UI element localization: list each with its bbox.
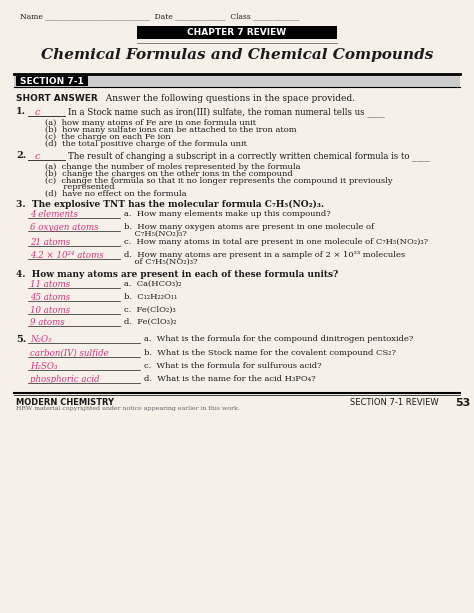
FancyBboxPatch shape [14, 74, 460, 87]
Text: MODERN CHEMISTRY: MODERN CHEMISTRY [16, 398, 114, 407]
Text: represented: represented [45, 183, 115, 191]
Text: d.  Fe(ClO₃)₂: d. Fe(ClO₃)₂ [124, 318, 176, 326]
Text: 4 elements: 4 elements [30, 210, 78, 219]
Text: (b)  change the charges on the other ions in the compound: (b) change the charges on the other ions… [45, 170, 293, 178]
Text: 4.2 × 10²⁴ atoms: 4.2 × 10²⁴ atoms [30, 251, 104, 260]
Text: 9 atoms: 9 atoms [30, 318, 64, 327]
Text: a.  How many elements make up this compound?: a. How many elements make up this compou… [124, 210, 331, 218]
Text: 3.  The explosive TNT has the molecular formula C₇H₅(NO₂)₃.: 3. The explosive TNT has the molecular f… [16, 200, 324, 209]
Text: CHAPTER 7 REVIEW: CHAPTER 7 REVIEW [187, 28, 287, 37]
Text: b.  C₁₂H₂₂O₁₁: b. C₁₂H₂₂O₁₁ [124, 293, 177, 301]
Text: c.  How many atoms in total are present in one molecule of C₇H₅(NO₂)₃?: c. How many atoms in total are present i… [124, 238, 428, 246]
Text: b.  How many oxygen atoms are present in one molecule of: b. How many oxygen atoms are present in … [124, 223, 374, 231]
Text: 5.: 5. [16, 335, 26, 344]
Text: Answer the following questions in the space provided.: Answer the following questions in the sp… [100, 94, 355, 103]
Text: Name ___________________________  Date _____________  Class ____________: Name ___________________________ Date __… [20, 12, 300, 20]
Text: (a)  how many atoms of Fe are in one formula unit: (a) how many atoms of Fe are in one form… [45, 119, 256, 127]
Text: a.  What is the formula for the compound dinitrogen pentoxide?: a. What is the formula for the compound … [144, 335, 413, 343]
Text: 21 atoms: 21 atoms [30, 238, 70, 247]
Text: 6 oxygen atoms: 6 oxygen atoms [30, 223, 99, 232]
Text: 45 atoms: 45 atoms [30, 293, 70, 302]
Text: carbon(IV) sulfide: carbon(IV) sulfide [30, 349, 109, 358]
FancyBboxPatch shape [137, 26, 337, 39]
Text: 10 atoms: 10 atoms [30, 306, 70, 315]
Text: (d)  have no effect on the formula: (d) have no effect on the formula [45, 190, 186, 198]
Text: H₂SO₃: H₂SO₃ [30, 362, 57, 371]
Text: (c)  change the formula so that it no longer represents the compound it previous: (c) change the formula so that it no lon… [45, 177, 392, 185]
Text: c: c [35, 152, 40, 161]
Text: phosphoric acid: phosphoric acid [30, 375, 100, 384]
Text: 53: 53 [455, 398, 470, 408]
Text: of C₇H₅(NO₂)₃?: of C₇H₅(NO₂)₃? [124, 258, 198, 266]
Text: The result of changing a subscript in a correctly written chemical formula is to: The result of changing a subscript in a … [68, 151, 430, 161]
Text: 11 atoms: 11 atoms [30, 280, 70, 289]
Text: b.  What is the Stock name for the covalent compound CS₂?: b. What is the Stock name for the covale… [144, 349, 396, 357]
Text: d.  What is the name for the acid H₃PO₄?: d. What is the name for the acid H₃PO₄? [144, 375, 316, 383]
Text: (c)  the charge on each Fe ion: (c) the charge on each Fe ion [45, 133, 171, 141]
Text: Chemical Formulas and Chemical Compounds: Chemical Formulas and Chemical Compounds [41, 48, 433, 62]
Text: c.  Fe(ClO₂)₃: c. Fe(ClO₂)₃ [124, 306, 176, 314]
Text: N₂O₅: N₂O₅ [30, 335, 52, 344]
Text: (b)  how many sulfate ions can be attached to the iron atom: (b) how many sulfate ions can be attache… [45, 126, 297, 134]
Text: 2.: 2. [16, 151, 26, 160]
Text: C₇H₅(NO₂)₃?: C₇H₅(NO₂)₃? [124, 230, 187, 238]
FancyBboxPatch shape [16, 75, 88, 85]
Text: SHORT ANSWER: SHORT ANSWER [16, 94, 98, 103]
Text: c.  What is the formula for sulfurous acid?: c. What is the formula for sulfurous aci… [144, 362, 322, 370]
Text: 1.: 1. [16, 107, 26, 116]
Text: HRW material copyrighted under notice appearing earlier in this work.: HRW material copyrighted under notice ap… [16, 406, 240, 411]
Text: SECTION 7-1 REVIEW: SECTION 7-1 REVIEW [350, 398, 438, 407]
Text: (a)  change the number of moles represented by the formula: (a) change the number of moles represent… [45, 163, 301, 171]
Text: a.  Ca(HCO₃)₂: a. Ca(HCO₃)₂ [124, 280, 182, 288]
Text: SECTION 7-1: SECTION 7-1 [20, 77, 84, 85]
Text: In a Stock name such as iron(III) sulfate, the roman numeral tells us ____: In a Stock name such as iron(III) sulfat… [68, 107, 385, 117]
Text: (d)  the total positive charge of the formula unit: (d) the total positive charge of the for… [45, 140, 247, 148]
Text: c: c [35, 108, 40, 117]
Text: d.  How many atoms are present in a sample of 2 × 10²³ molecules: d. How many atoms are present in a sampl… [124, 251, 405, 259]
Text: 4.  How many atoms are present in each of these formula units?: 4. How many atoms are present in each of… [16, 270, 338, 279]
